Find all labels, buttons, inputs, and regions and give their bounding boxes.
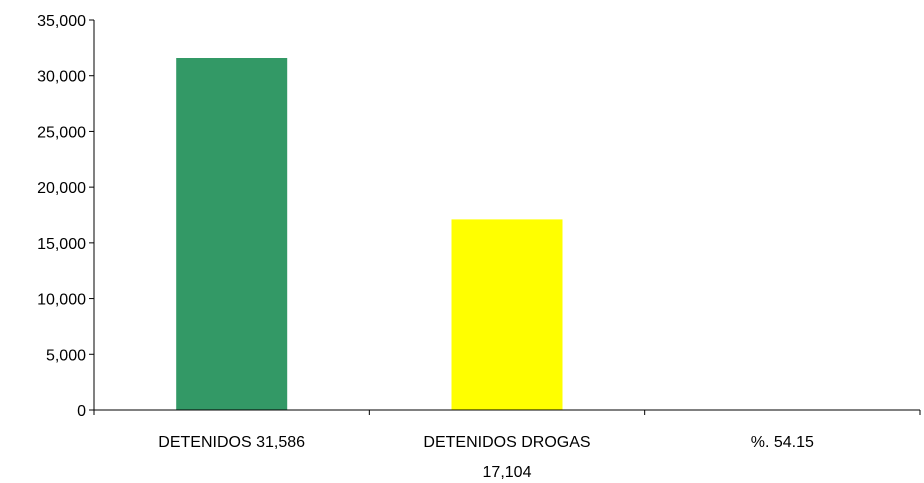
- y-tick-label: 5,000: [46, 347, 86, 364]
- x-tick-label: DETENIDOS DROGAS 17,104: [423, 434, 590, 481]
- y-tick-label: 15,000: [37, 236, 86, 253]
- x-tick-label: DETENIDOS 31,586: [158, 434, 305, 451]
- y-tick-label: 10,000: [37, 292, 86, 309]
- bar: [176, 58, 288, 410]
- plot-area: 0 5,000 10,000 15,000 20,000 25,000 30,000 35,0…: [37, 13, 921, 481]
- x-tick-label: %. 54.15: [751, 434, 814, 451]
- y-tick-label: 20,000: [37, 180, 86, 197]
- y-tick-label: 35,000: [37, 13, 86, 30]
- y-tick-label: 30,000: [37, 69, 86, 86]
- y-tick-label: 25,000: [37, 124, 86, 141]
- bar: [451, 219, 563, 410]
- y-tick-label: 0: [77, 403, 86, 420]
